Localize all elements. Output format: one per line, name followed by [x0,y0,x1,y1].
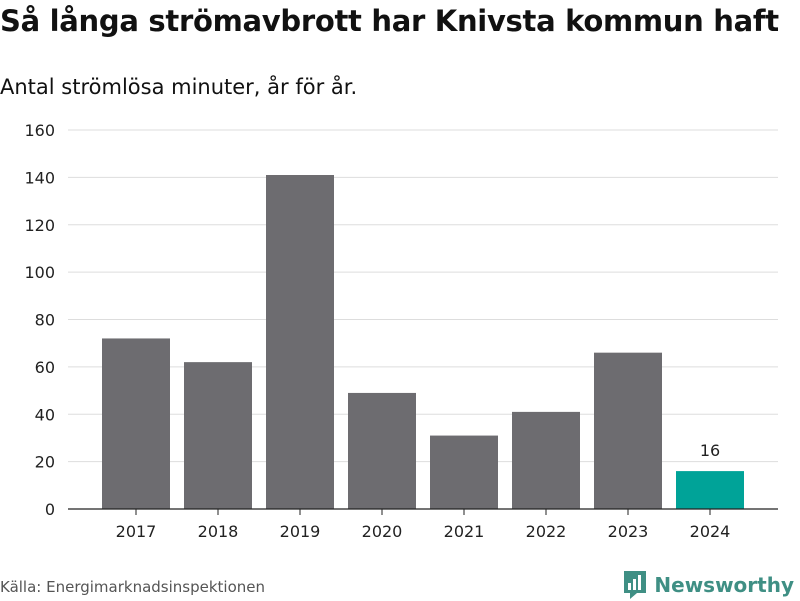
chart-subtitle: Antal strömlösa minuter, år för år. [0,75,358,99]
y-tick-label: 0 [45,500,55,519]
bar-2019[interactable] [266,175,334,509]
gridlines [68,129,778,463]
x-tick-label: 2020 [362,522,403,541]
bar-2022[interactable] [512,411,580,509]
data-label: 16 [700,441,720,460]
y-tick-label: 80 [35,311,55,330]
bar-2018[interactable] [184,362,252,509]
data-labels: 16 [700,441,720,460]
y-tick-label: 120 [24,216,55,235]
x-tick-label: 2017 [116,522,157,541]
bar-2021[interactable] [430,435,498,509]
y-tick-label: 60 [35,358,55,377]
newsworthy-logo-icon [624,571,647,599]
bar-2024[interactable] [676,471,744,509]
x-tick-label: 2023 [608,522,649,541]
x-tick-label: 2018 [198,522,239,541]
y-tick-label: 100 [24,263,55,282]
y-tick-label: 160 [24,121,55,140]
bar-2023[interactable] [594,352,662,509]
bars [102,175,744,509]
chart-title: Så långa strömavbrott har Knivsta kommun… [0,4,779,38]
y-tick-label: 140 [24,168,55,187]
brand-logo[interactable]: Newsworthy [622,569,794,601]
brand-name: Newsworthy [654,573,794,597]
y-tick-label: 40 [35,405,55,424]
source-note: Källa: Energimarknadsinspektionen [0,578,266,596]
y-tick-label: 20 [35,453,55,472]
x-tick-label: 2024 [690,522,731,541]
y-axis-ticks: 0 20 40 60 80 100 120 140 160 [24,121,55,519]
x-tick-label: 2019 [280,522,321,541]
x-axis-ticks: 2017 2018 2019 2020 2021 2022 2023 2024 [116,509,731,541]
bar-2017[interactable] [102,338,170,509]
x-tick-label: 2022 [526,522,567,541]
x-tick-label: 2021 [444,522,485,541]
bar-2020[interactable] [348,392,416,509]
